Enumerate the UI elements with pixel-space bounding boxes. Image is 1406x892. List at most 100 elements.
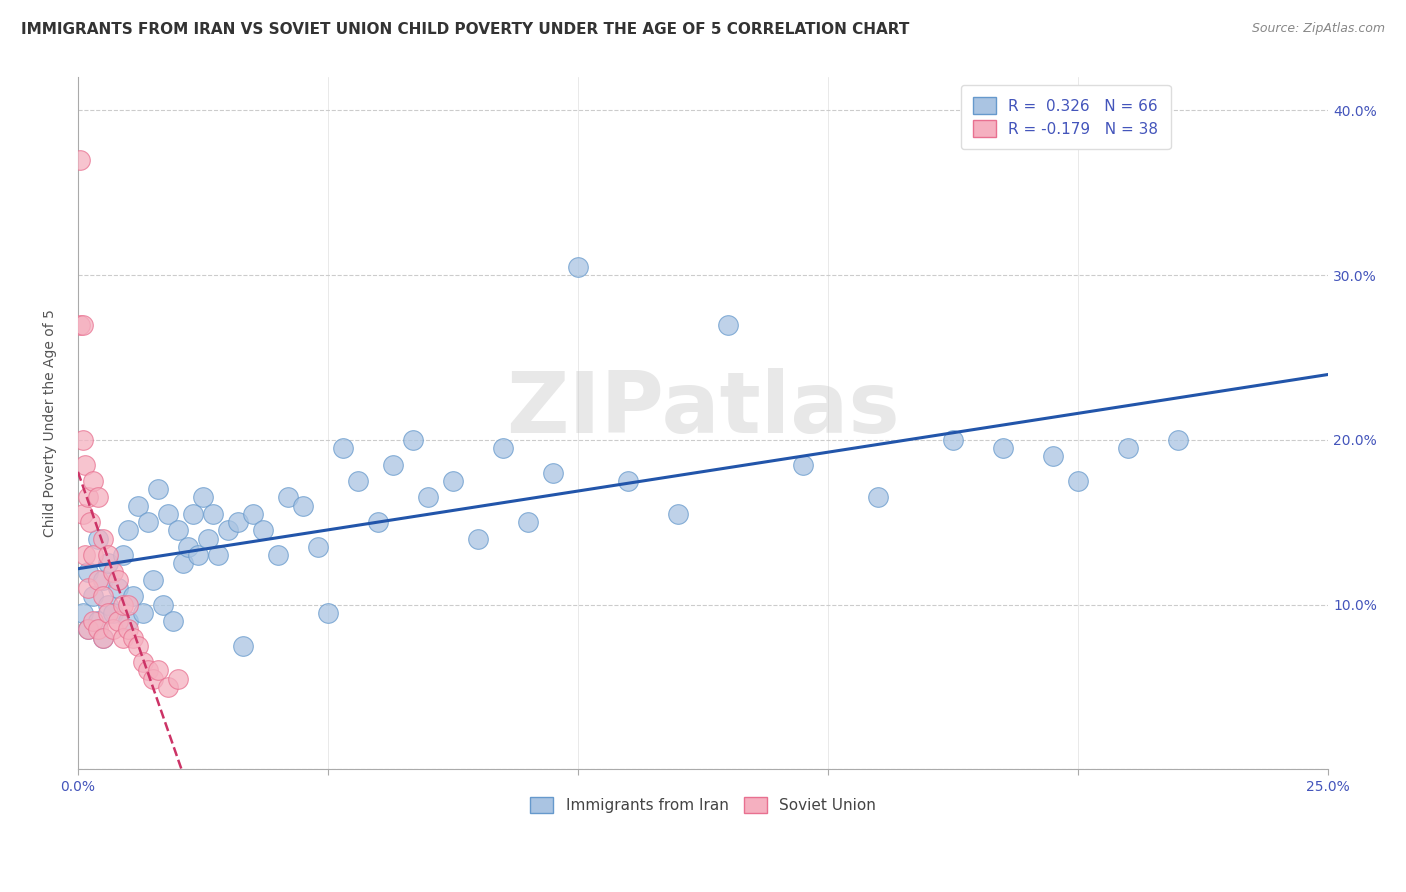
Point [91, 532, 114, 546]
Point [111, 631, 134, 645]
Point [187, 548, 209, 562]
Point [97, 548, 120, 562]
Point [77, 622, 100, 636]
Point [541, 466, 564, 480]
Text: IMMIGRANTS FROM IRAN VS SOVIET UNION CHILD POVERTY UNDER THE AGE OF 5 CORRELATIO: IMMIGRANTS FROM IRAN VS SOVIET UNION CHI… [21, 22, 910, 37]
Point [101, 622, 124, 636]
Point [91, 631, 114, 645]
Point [217, 524, 239, 538]
Point [347, 474, 370, 488]
Point [167, 524, 190, 538]
Point [242, 507, 264, 521]
Point [82, 590, 104, 604]
Point [142, 573, 165, 587]
Point [277, 491, 299, 505]
Point [82, 614, 104, 628]
Point [156, 680, 179, 694]
Point [122, 631, 145, 645]
Point [792, 458, 814, 472]
Point [97, 557, 120, 571]
Point [181, 507, 204, 521]
Point [1042, 450, 1064, 464]
Legend: Immigrants from Iran, Soviet Union: Immigrants from Iran, Soviet Union [520, 786, 886, 824]
Text: Source: ZipAtlas.com: Source: ZipAtlas.com [1251, 22, 1385, 36]
Point [107, 573, 129, 587]
Point [87, 614, 110, 628]
Point [87, 622, 110, 636]
Point [77, 565, 100, 579]
Point [868, 491, 890, 505]
Point [117, 614, 139, 628]
Point [617, 474, 640, 488]
Text: ZIPatlas: ZIPatlas [506, 368, 900, 451]
Point [307, 540, 329, 554]
Point [136, 515, 159, 529]
Point [467, 532, 489, 546]
Point [132, 606, 155, 620]
Point [416, 491, 439, 505]
Point [72, 606, 94, 620]
Point [127, 639, 149, 653]
Point [69, 318, 91, 332]
Point [152, 598, 174, 612]
Point [136, 664, 159, 678]
Point [77, 622, 100, 636]
Point [162, 614, 184, 628]
Point [232, 639, 254, 653]
Point [91, 590, 114, 604]
Point [146, 483, 169, 497]
Point [382, 458, 405, 472]
Point [72, 507, 94, 521]
Y-axis label: Child Poverty Under the Age of 5: Child Poverty Under the Age of 5 [44, 310, 58, 537]
Point [82, 548, 104, 562]
Point [77, 581, 100, 595]
Point [292, 499, 315, 513]
Point [127, 499, 149, 513]
Point [97, 606, 120, 620]
Point [132, 655, 155, 669]
Point [332, 441, 354, 455]
Point [441, 474, 464, 488]
Point [87, 491, 110, 505]
Point [167, 672, 190, 686]
Point [111, 548, 134, 562]
Point [1116, 441, 1139, 455]
Point [567, 260, 589, 274]
Point [942, 433, 965, 447]
Point [91, 631, 114, 645]
Point [69, 153, 91, 167]
Point [107, 614, 129, 628]
Point [316, 606, 339, 620]
Point [72, 433, 94, 447]
Point [101, 565, 124, 579]
Point [117, 524, 139, 538]
Point [367, 515, 389, 529]
Point [226, 515, 249, 529]
Point [197, 532, 219, 546]
Point [517, 515, 540, 529]
Point [991, 441, 1014, 455]
Point [117, 598, 139, 612]
Point [79, 515, 101, 529]
Point [267, 548, 290, 562]
Point [87, 532, 110, 546]
Point [402, 433, 425, 447]
Point [666, 507, 689, 521]
Point [1067, 474, 1090, 488]
Point [107, 581, 129, 595]
Point [1167, 433, 1189, 447]
Point [156, 507, 179, 521]
Point [191, 491, 214, 505]
Point [142, 672, 165, 686]
Point [101, 606, 124, 620]
Point [111, 598, 134, 612]
Point [492, 441, 515, 455]
Point [72, 318, 94, 332]
Point [207, 548, 229, 562]
Point [146, 664, 169, 678]
Point [172, 557, 194, 571]
Point [97, 598, 120, 612]
Point [77, 491, 100, 505]
Point [117, 622, 139, 636]
Point [201, 507, 224, 521]
